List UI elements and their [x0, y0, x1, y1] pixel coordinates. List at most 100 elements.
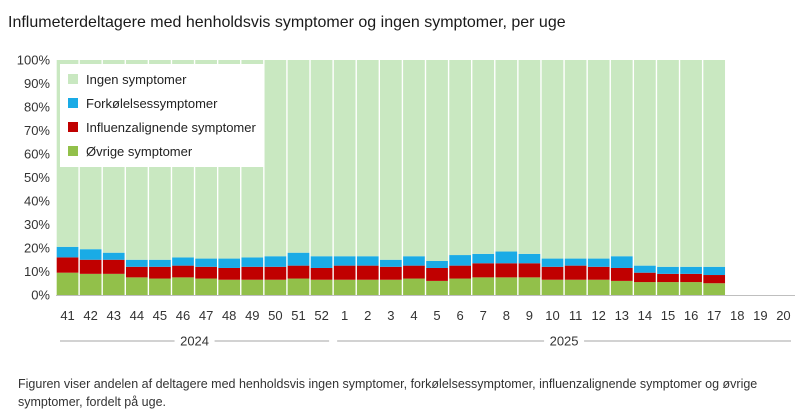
x-tick-label: 7: [480, 308, 487, 323]
bar-segment: [610, 60, 633, 257]
bar-segment: [56, 272, 79, 295]
bar-segment: [380, 60, 402, 260]
x-tick-label: 6: [457, 308, 464, 323]
y-tick-label: 50%: [24, 170, 50, 185]
bar-segment: [587, 60, 610, 259]
bar-segment: [218, 258, 241, 268]
bar-segment: [149, 259, 171, 267]
bar-segment: [149, 266, 171, 279]
x-tick-label: 15: [661, 308, 675, 323]
bar-segment: [472, 60, 495, 254]
x-tick-label: 3: [387, 308, 394, 323]
bar-segment: [587, 266, 610, 280]
bar-segment: [172, 257, 194, 266]
x-tick-label: 45: [153, 308, 167, 323]
chart-title: Influmeterdeltagere med henholdsvis symp…: [8, 14, 566, 31]
bar-segment: [657, 266, 679, 274]
bar-segment: [287, 278, 310, 295]
bar-segment: [287, 252, 310, 266]
x-tick-label: 10: [545, 308, 559, 323]
bar-segment: [449, 265, 471, 279]
bar-segment: [564, 60, 587, 259]
bar-segment: [125, 266, 148, 278]
bar-segment: [195, 258, 217, 267]
bar-segment: [310, 256, 333, 268]
bar-segment: [680, 60, 702, 267]
chart-legend: Ingen symptomer Forkølelsessymptomer Influ…: [60, 64, 264, 167]
bar-segment: [587, 258, 610, 267]
bar-segment: [56, 246, 79, 258]
bar-segment: [449, 278, 471, 295]
x-tick-label: 9: [526, 308, 533, 323]
bar-segment: [634, 282, 656, 295]
x-tick-label: 11: [569, 308, 583, 323]
bar-segment: [79, 273, 102, 295]
bar-segment: [564, 258, 587, 266]
bar-segment: [449, 60, 471, 256]
bar-segment: [218, 279, 241, 295]
bar-segment: [518, 60, 541, 254]
bar-segment: [102, 259, 125, 274]
bar-segment: [449, 255, 471, 266]
legend-swatch: [68, 146, 78, 156]
bar-segment: [495, 263, 518, 278]
x-tick-label: 2: [364, 308, 371, 323]
bar-segment: [287, 60, 310, 253]
bar-segment: [610, 280, 633, 295]
bar-segment: [657, 282, 679, 295]
bar-segment: [218, 267, 241, 280]
bar-segment: [172, 277, 194, 296]
x-tick-label: 20: [776, 308, 790, 323]
bar-segment: [241, 257, 264, 267]
bar-segment: [403, 256, 425, 266]
bar-segment: [403, 60, 425, 257]
bar-segment: [264, 266, 287, 280]
y-tick-label: 40%: [24, 194, 50, 209]
bar-segment: [472, 263, 495, 278]
bar-segment: [79, 259, 102, 274]
legend-item: Forkølelsessymptomer: [68, 91, 256, 115]
legend-label: Øvrige symptomer: [86, 143, 193, 159]
bar-segment: [333, 279, 356, 295]
bar-segment: [587, 279, 610, 295]
bar-segment: [310, 60, 333, 257]
legend-item: Ingen symptomer: [68, 67, 256, 91]
bar-segment: [657, 273, 679, 283]
x-tick-label: 50: [268, 308, 282, 323]
bar-segment: [403, 278, 425, 295]
x-tick-label: 51: [291, 308, 305, 323]
x-tick-label: 5: [433, 308, 440, 323]
bar-segment: [634, 265, 656, 273]
bar-segment: [125, 259, 148, 267]
bar-segment: [634, 272, 656, 283]
x-tick-label: 44: [130, 308, 144, 323]
bar-segment: [125, 277, 148, 296]
x-tick-label: 43: [106, 308, 120, 323]
legend-item: Influenzalignende symptomer: [68, 115, 256, 139]
x-tick-label: 8: [503, 308, 510, 323]
bar-segment: [241, 266, 264, 280]
y-tick-label: 70%: [24, 123, 50, 138]
bar-segment: [680, 266, 702, 274]
bar-segment: [541, 266, 564, 280]
bar-segment: [703, 275, 726, 284]
bar-segment: [657, 60, 679, 267]
bar-segment: [310, 267, 333, 280]
figure-caption: Figuren viser andelen af deltagere med h…: [18, 377, 758, 409]
bar-segment: [472, 277, 495, 296]
x-tick-label: 42: [83, 308, 97, 323]
bar-segment: [56, 257, 79, 273]
x-tick-label: 46: [176, 308, 190, 323]
bar-segment: [703, 60, 726, 267]
x-tick-label: 19: [753, 308, 767, 323]
x-tick-label: 18: [730, 308, 744, 323]
bar-segment: [195, 266, 217, 279]
bar-segment: [472, 253, 495, 264]
bar-segment: [403, 265, 425, 279]
bar-segment: [564, 279, 587, 295]
y-tick-label: 80%: [24, 100, 50, 115]
y-tick-label: 60%: [24, 147, 50, 162]
bar-segment: [149, 278, 171, 295]
bar-segment: [172, 265, 194, 278]
